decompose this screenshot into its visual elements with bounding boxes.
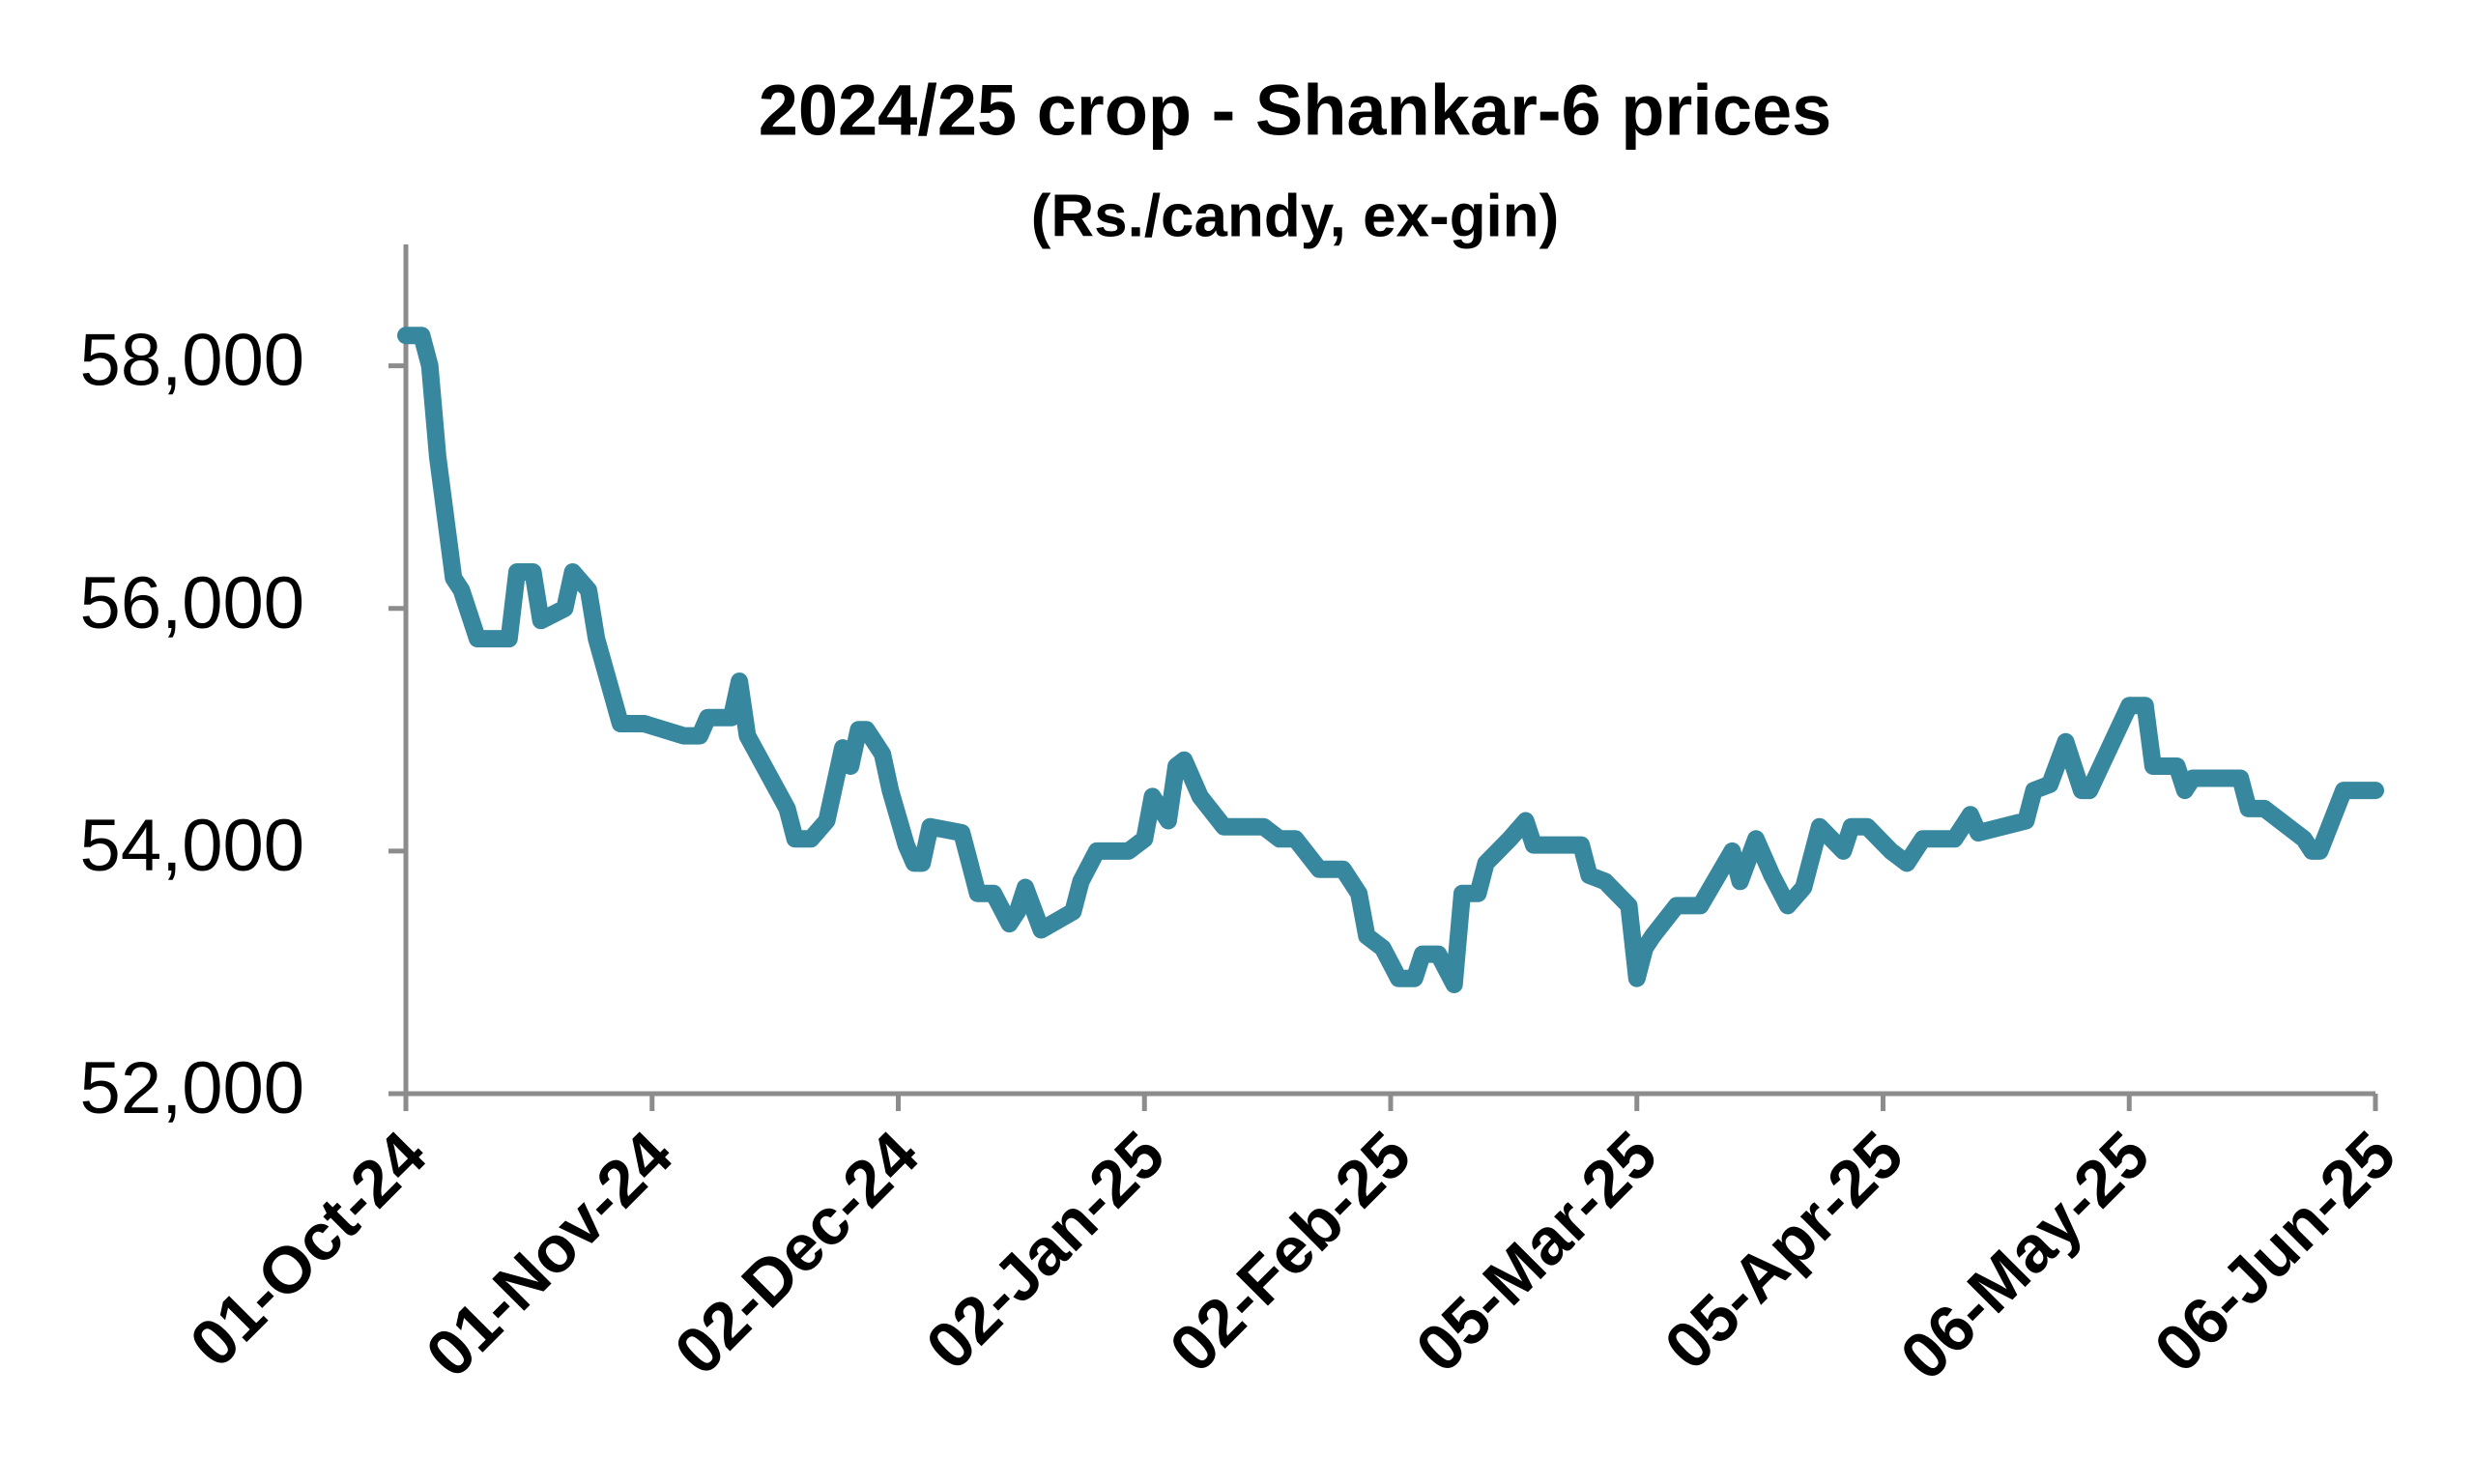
- y-tick-label: 58,000: [80, 320, 304, 402]
- x-tick-label: 01-Oct-24: [176, 1117, 440, 1381]
- x-tick-label: 02-Dec-24: [661, 1117, 933, 1388]
- y-tick-label: 54,000: [80, 805, 304, 887]
- x-tick-label: 05-Mar-25: [1402, 1118, 1671, 1386]
- x-tick-label: 05-Apr-25: [1651, 1118, 1917, 1384]
- x-tick-label: 02-Feb-25: [1156, 1118, 1424, 1386]
- x-tick-label: 01-Nov-24: [412, 1117, 686, 1391]
- y-tick-label: 52,000: [80, 1047, 304, 1129]
- price-line: [397, 327, 2384, 993]
- chart-title: 2024/25 crop - Shankar-6 prices: [759, 71, 1832, 151]
- x-tick-label: 02-Jan-25: [912, 1118, 1179, 1384]
- x-tick-label: 06-Jun-25: [2141, 1118, 2409, 1386]
- chart-subtitle: (Rs./candy, ex-gin): [1031, 183, 1560, 249]
- y-tick-label: 56,000: [80, 562, 304, 644]
- x-tick-label: 06-May-25: [1886, 1118, 2163, 1394]
